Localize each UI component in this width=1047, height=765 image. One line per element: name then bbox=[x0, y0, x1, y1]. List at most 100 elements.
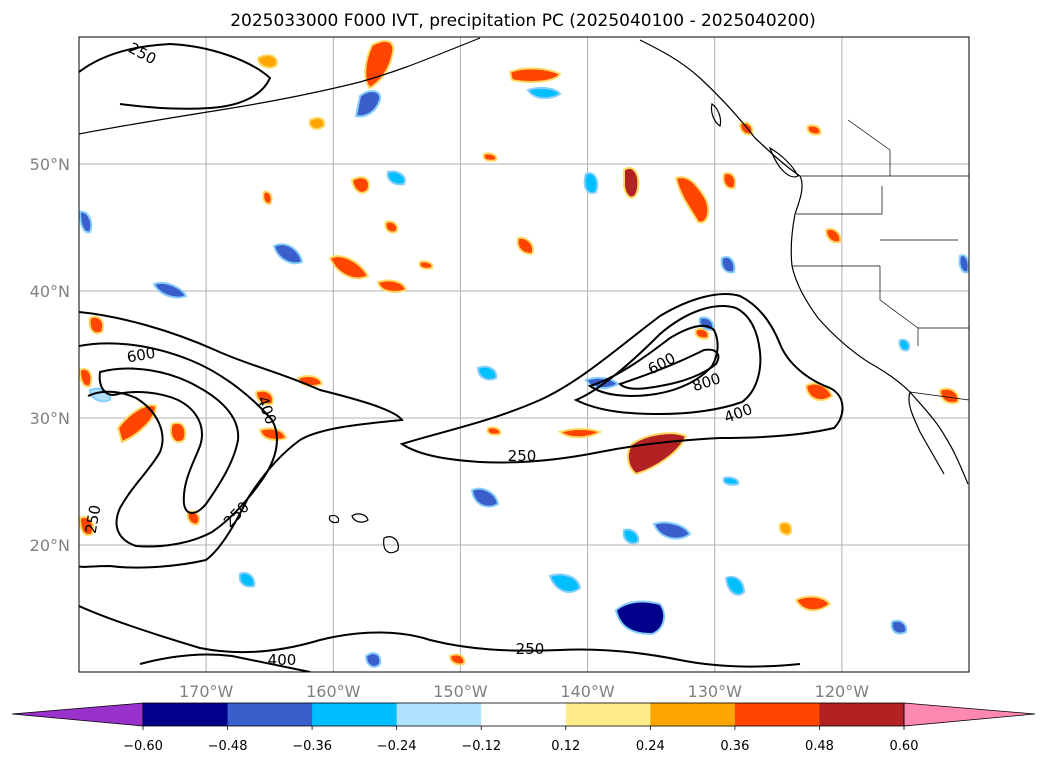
precip-blob bbox=[470, 487, 500, 508]
border-nv-ca bbox=[879, 266, 919, 346]
border-wa-or bbox=[796, 186, 883, 215]
ivt-contour-250-alaska bbox=[79, 42, 272, 110]
precip-blob bbox=[238, 572, 256, 588]
colorbar-tick-label: 0.60 bbox=[890, 739, 919, 754]
ivt-contour-250-west bbox=[79, 311, 404, 569]
contour-label: 400 bbox=[268, 651, 297, 669]
precip-positive-blobs bbox=[79, 39, 960, 666]
colorbar-tick-label: 0.36 bbox=[720, 739, 749, 754]
precip-blob bbox=[958, 254, 969, 274]
precip-blob bbox=[256, 54, 278, 69]
precip-blob bbox=[724, 575, 746, 596]
gridlines bbox=[79, 37, 969, 672]
precip-blob bbox=[170, 422, 187, 443]
precip-blob bbox=[448, 653, 466, 666]
coastline-hawaii-3 bbox=[328, 514, 340, 524]
precip-blob bbox=[79, 368, 93, 388]
precip-blob bbox=[486, 426, 502, 436]
precip-blob bbox=[622, 528, 640, 545]
precip-blob bbox=[116, 404, 158, 444]
precip-blob bbox=[674, 176, 710, 224]
border-us-mexico bbox=[909, 391, 969, 401]
precip-blob bbox=[376, 279, 408, 293]
precip-blob bbox=[354, 90, 382, 118]
border-canada-bc-ab bbox=[847, 119, 891, 176]
precip-blob bbox=[720, 256, 736, 274]
precip-blob bbox=[152, 282, 188, 299]
coastline-alaska-panhandle bbox=[639, 39, 803, 215]
precip-blob bbox=[614, 600, 666, 636]
ivt-contour-600-west bbox=[98, 367, 240, 514]
colorbar-segment bbox=[819, 703, 905, 726]
map-frame bbox=[78, 36, 970, 673]
coastline-vancouver-island bbox=[768, 146, 799, 178]
lat-tick-label: 20°N bbox=[30, 536, 70, 555]
coastline-haida-gwaii bbox=[710, 103, 722, 127]
lon-tick-label: 140°W bbox=[560, 682, 615, 701]
colorbar-tick-label: −0.12 bbox=[461, 739, 501, 754]
precip-blob bbox=[364, 652, 382, 668]
precip-blob bbox=[890, 619, 908, 635]
precip-blob bbox=[328, 255, 370, 280]
colorbar-segment bbox=[143, 703, 229, 726]
precip-blob bbox=[583, 172, 599, 194]
precip-blob bbox=[418, 260, 434, 270]
precip-blob bbox=[79, 210, 93, 234]
precip-blob bbox=[652, 521, 692, 540]
map-content: 250 250 600 400 250 250 600 800 400 250 … bbox=[79, 37, 969, 672]
precip-blob bbox=[476, 365, 498, 381]
precip-blob bbox=[272, 243, 304, 265]
precip-blob bbox=[482, 152, 498, 162]
colorbar-segment bbox=[227, 703, 313, 726]
coastline-baja bbox=[908, 391, 945, 475]
lon-tick-label: 150°W bbox=[433, 682, 488, 701]
precip-blob bbox=[623, 167, 640, 199]
colorbar-segment bbox=[481, 703, 567, 726]
lon-tick-label: 130°W bbox=[688, 682, 743, 701]
precip-blob bbox=[254, 389, 274, 406]
map-background bbox=[79, 37, 969, 672]
ivt-contour-400-main bbox=[573, 305, 762, 416]
precip-blob bbox=[508, 67, 562, 83]
precip-blob bbox=[898, 338, 911, 352]
contour-label: 600 bbox=[125, 344, 156, 367]
colorbar-segment bbox=[312, 703, 398, 726]
precip-blob bbox=[350, 176, 370, 194]
precip-blob bbox=[722, 476, 740, 486]
colorbar-under-triangle bbox=[11, 702, 144, 727]
precip-blob bbox=[258, 427, 288, 441]
lon-tick-label: 160°W bbox=[306, 682, 361, 701]
ivt-contour-400-south bbox=[139, 653, 311, 672]
lat-tick-label: 40°N bbox=[30, 282, 70, 301]
colorbar-tick-label: −0.24 bbox=[377, 739, 417, 754]
colorbar-tick-label: −0.60 bbox=[123, 739, 163, 754]
colorbar-over-triangle bbox=[903, 702, 1036, 727]
axis-tick-labels: 170°W 160°W 150°W 140°W 130°W 120°W 20°N 30°N 40… bbox=[30, 155, 870, 701]
map-panel: 250 250 600 400 250 250 600 800 400 250 … bbox=[30, 36, 970, 701]
figure-title: 2025033000 F000 IVT, precipitation PC (2… bbox=[230, 11, 816, 31]
precip-blob bbox=[88, 315, 104, 335]
coastline-hawaii-2 bbox=[383, 536, 399, 554]
ivt-contour-250-south bbox=[79, 605, 801, 668]
coastlines bbox=[79, 37, 969, 554]
contour-label: 250 bbox=[82, 503, 105, 534]
coastline-hawaii-1 bbox=[351, 513, 369, 523]
colorbar-segment bbox=[565, 703, 651, 726]
ivt-contour-800-main bbox=[618, 348, 720, 390]
precip-blob bbox=[548, 573, 582, 593]
lat-tick-label: 30°N bbox=[30, 409, 70, 428]
precip-blob bbox=[824, 228, 842, 244]
ivt-contours bbox=[79, 42, 844, 672]
colorbar-frame bbox=[142, 702, 905, 727]
precip-blob bbox=[794, 595, 832, 612]
colorbar-segments bbox=[143, 703, 905, 726]
precip-blob bbox=[79, 516, 94, 536]
coastline-alaska bbox=[79, 37, 481, 135]
precip-blob bbox=[384, 220, 399, 234]
colorbar-ticks: −0.60 −0.48 −0.36 −0.24 −0.12 0.12 0.24 0.36 0.4… bbox=[123, 726, 918, 754]
contour-label: 250 bbox=[508, 447, 537, 465]
precip-blob bbox=[626, 432, 688, 476]
colorbar: −0.60 −0.48 −0.36 −0.24 −0.12 0.12 0.24 0.36 0.4… bbox=[11, 702, 1036, 754]
precip-blob bbox=[557, 428, 603, 439]
